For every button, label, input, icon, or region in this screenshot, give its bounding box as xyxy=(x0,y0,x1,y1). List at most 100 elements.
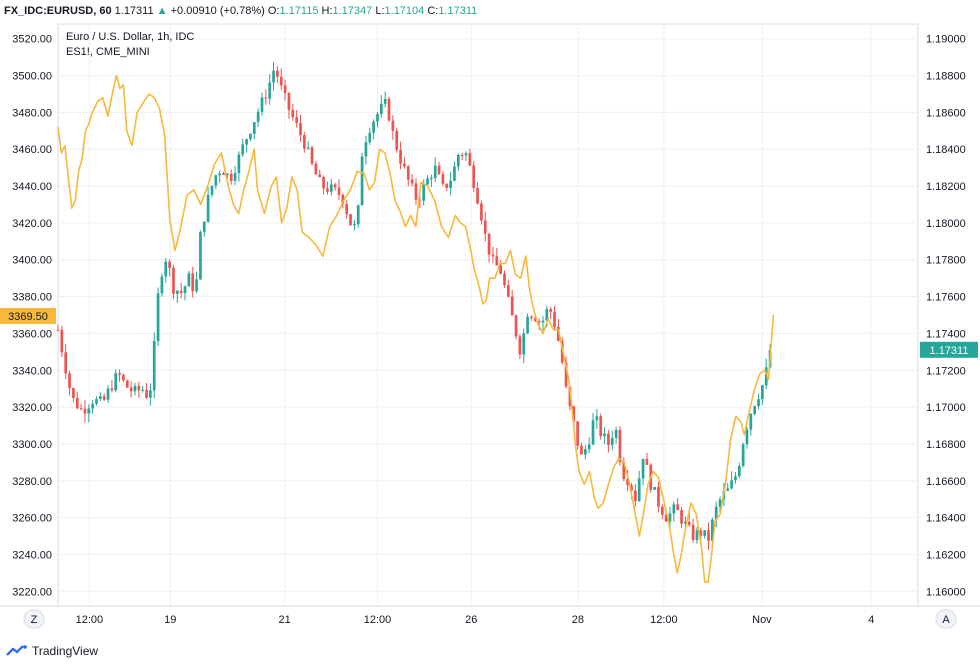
candle-body xyxy=(237,154,241,174)
candle-body xyxy=(118,373,121,375)
candle-body xyxy=(260,97,264,112)
candle-body xyxy=(591,420,595,445)
candle-body xyxy=(410,179,414,184)
candle-body xyxy=(472,165,476,189)
time-axis-tick-label: 19 xyxy=(164,614,176,626)
candle-body xyxy=(252,122,256,134)
candle-body xyxy=(276,70,279,77)
candle-body xyxy=(691,524,695,541)
candle-body xyxy=(676,504,680,511)
candle-body xyxy=(87,408,91,414)
candle-body xyxy=(183,286,187,294)
candle-body xyxy=(322,177,325,189)
candle-body xyxy=(445,183,449,188)
left-axis-tick-label: 3480.00 xyxy=(12,107,52,119)
low-label: L: xyxy=(375,5,385,17)
candle-body xyxy=(603,433,606,437)
candle-body xyxy=(306,147,310,149)
time-axis-tick-label: 12:00 xyxy=(76,614,104,626)
candle-body xyxy=(164,261,168,277)
time-axis-tick-label: 28 xyxy=(572,614,584,626)
candle-body xyxy=(564,362,568,387)
candle-body xyxy=(580,445,583,455)
candle-body xyxy=(333,184,337,188)
candle-body xyxy=(256,111,260,123)
scale-button-a-label[interactable]: A xyxy=(942,614,950,626)
candle-body xyxy=(618,429,622,463)
candle-body xyxy=(657,486,660,507)
candle-body xyxy=(549,309,553,312)
candle-body xyxy=(426,178,429,185)
time-axis-tick-label: 21 xyxy=(278,614,290,626)
time-axis-tick-label: 12:00 xyxy=(650,614,678,626)
es1-compare-line xyxy=(57,74,775,583)
open-value: 1.17115 xyxy=(279,5,319,17)
candle-body xyxy=(68,373,71,389)
candle-body xyxy=(641,458,645,479)
right-axis-tick-label: 1.16600 xyxy=(926,476,966,488)
candle-body xyxy=(229,173,233,181)
candle-body xyxy=(757,399,760,407)
symbol-name: FX_IDC:EURUSD, 60 xyxy=(4,5,112,17)
low-value: 1.17104 xyxy=(384,5,425,17)
candle-body xyxy=(160,276,164,294)
candle-body xyxy=(72,388,75,398)
candle-body xyxy=(595,416,599,421)
candle-body xyxy=(291,109,295,118)
candle-body xyxy=(745,429,749,445)
time-axis-tick-label: Nov xyxy=(752,614,772,626)
left-axis-tick-label: 3300.00 xyxy=(12,439,52,451)
candle-body xyxy=(329,184,333,192)
scale-button-z-label[interactable]: Z xyxy=(31,614,38,626)
left-axis-tick-label: 3280.00 xyxy=(12,476,52,488)
legend-main-series: Euro / U.S. Dollar, 1h, IDC xyxy=(66,31,194,43)
candle-body xyxy=(264,97,268,99)
open-label: O: xyxy=(267,5,280,17)
right-axis-tick-label: 1.16400 xyxy=(926,513,966,525)
price-chart[interactable]: 3520.00 3500.00 3480.00 3460.00 3440.00 3420.… xyxy=(0,22,980,640)
right-axis-tick-label: 1.17000 xyxy=(926,402,966,414)
tradingview-logo-icon xyxy=(6,645,27,656)
candle-body xyxy=(664,514,668,522)
plot-area[interactable] xyxy=(57,23,919,607)
left-axis-tick-label: 3220.00 xyxy=(12,586,52,598)
right-axis-tick-label: 1.18400 xyxy=(926,144,966,156)
right-axis-tick-label: 1.16000 xyxy=(926,586,966,598)
candle-body xyxy=(175,290,179,294)
candle-body xyxy=(530,316,533,318)
candle-body xyxy=(125,380,129,388)
scale-button-z[interactable] xyxy=(23,609,45,629)
candle-body xyxy=(703,530,706,536)
candle-body xyxy=(233,173,237,181)
candle-body xyxy=(364,142,368,157)
right-axis-tick-label: 1.17400 xyxy=(926,328,966,340)
candle-body xyxy=(379,103,383,115)
candle-body xyxy=(199,231,202,280)
left-axis-tick-label: 3380.00 xyxy=(12,292,52,304)
candle-body xyxy=(360,156,364,206)
high-label: H: xyxy=(321,5,333,17)
candle-body xyxy=(637,478,641,502)
candle-body xyxy=(395,130,399,150)
candle-body xyxy=(353,224,356,226)
candle-body xyxy=(449,180,452,188)
candle-body xyxy=(506,285,510,297)
candle-body xyxy=(572,406,576,422)
candle-body xyxy=(433,165,437,178)
candle-body xyxy=(491,254,495,257)
candle-body xyxy=(430,177,433,179)
candle-body xyxy=(418,199,422,201)
close-label: C: xyxy=(427,5,439,17)
left-price-tag xyxy=(0,307,56,324)
scale-button-a[interactable] xyxy=(935,609,957,629)
candle-body xyxy=(202,221,206,232)
candle-body xyxy=(653,486,656,490)
candle-body xyxy=(545,309,549,321)
candle-body xyxy=(533,317,537,322)
candle-body xyxy=(764,367,768,386)
time-axis-tick-label: 26 xyxy=(465,614,477,626)
candle-body xyxy=(210,185,214,195)
candle-body xyxy=(660,506,664,515)
candle-body xyxy=(349,214,352,226)
candle-body xyxy=(372,121,375,133)
